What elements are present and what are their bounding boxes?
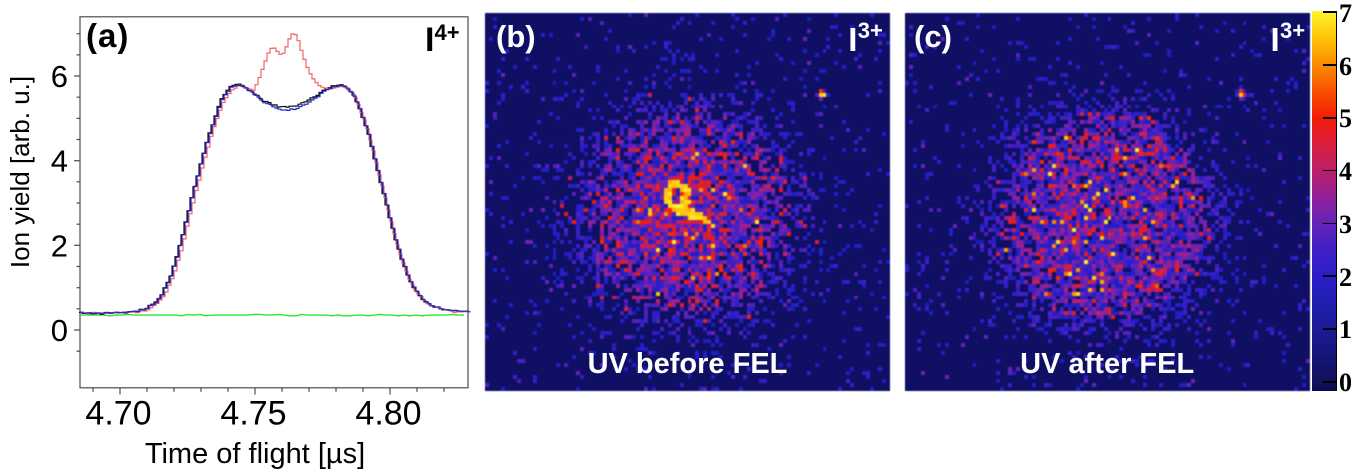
svg-text:4.80: 4.80 <box>355 395 421 433</box>
svg-text:4.75: 4.75 <box>220 395 286 433</box>
svg-text:6: 6 <box>51 59 68 94</box>
svg-text:Ion yield [arb. u.]: Ion yield [arb. u.] <box>5 76 35 268</box>
svg-text:(a): (a) <box>86 17 129 54</box>
svg-text:4.70: 4.70 <box>85 395 151 433</box>
svg-text:0: 0 <box>51 313 68 348</box>
svg-text:Time of flight [µs]: Time of flight [µs] <box>145 438 365 469</box>
svg-text:I4+: I4+ <box>425 20 460 59</box>
svg-text:2: 2 <box>51 228 68 263</box>
svg-text:4: 4 <box>51 144 68 179</box>
